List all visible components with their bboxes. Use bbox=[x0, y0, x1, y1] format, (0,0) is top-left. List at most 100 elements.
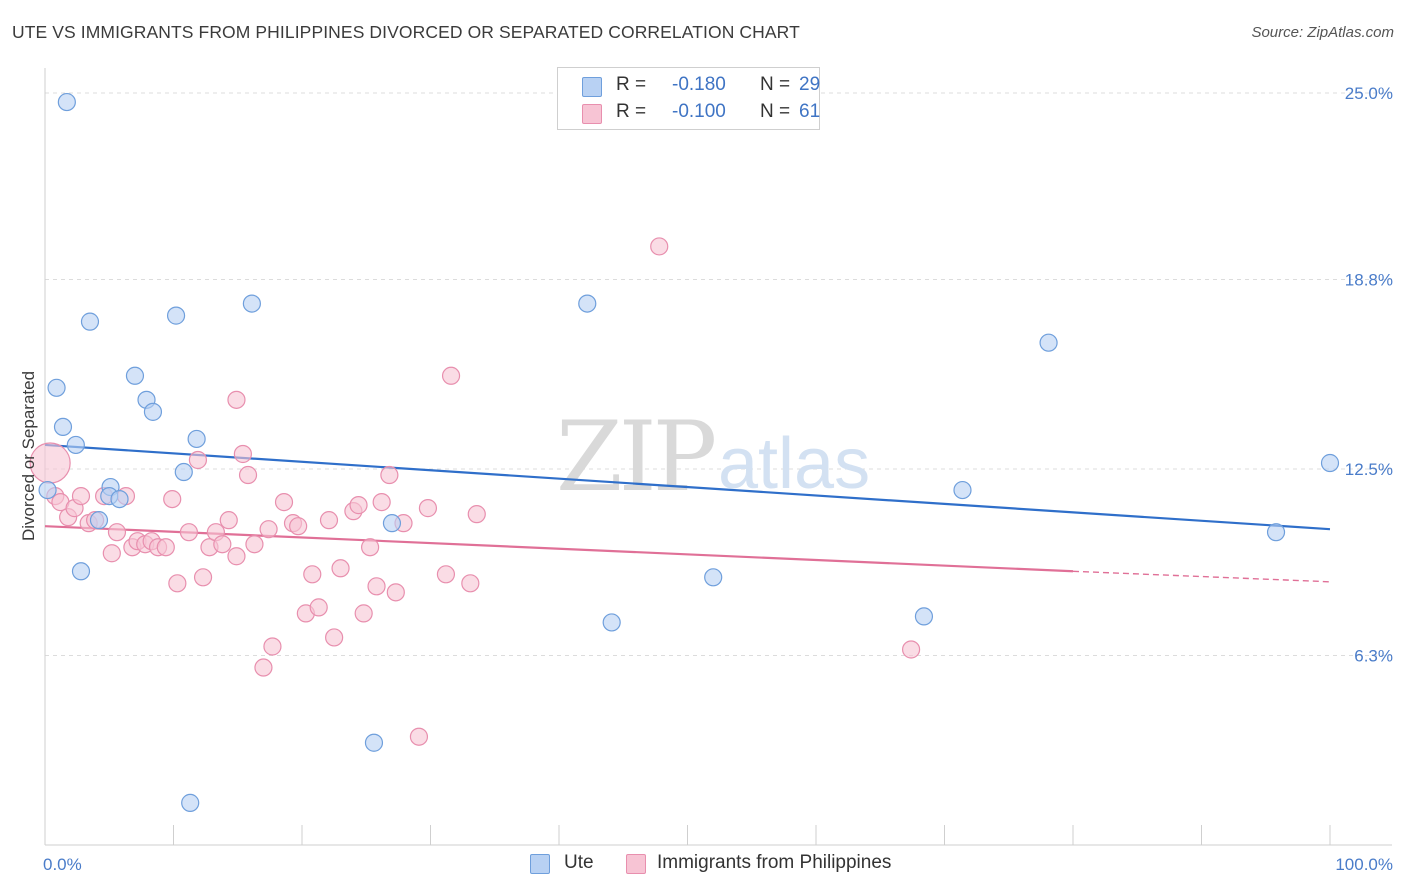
ute-point bbox=[80, 312, 100, 331]
philippines-point bbox=[289, 517, 308, 536]
philippines-point bbox=[71, 486, 91, 506]
legend-label-philippines: Immigrants from Philippines bbox=[657, 852, 892, 873]
y-tick-label: 6.3% bbox=[1354, 647, 1393, 666]
ute-point bbox=[1039, 333, 1058, 352]
ute-point bbox=[704, 568, 723, 587]
data-points bbox=[29, 92, 1340, 812]
ute-point bbox=[110, 489, 129, 509]
ute-point bbox=[66, 435, 85, 455]
philippines-point bbox=[263, 637, 282, 656]
ute-point bbox=[602, 613, 621, 632]
philippines-point bbox=[349, 496, 368, 515]
philippines-point bbox=[901, 640, 921, 659]
n-label: N = bbox=[760, 101, 791, 122]
philippines-point bbox=[156, 538, 175, 557]
ute-point bbox=[53, 417, 73, 437]
ute-point bbox=[187, 429, 206, 449]
philippines-point bbox=[309, 598, 328, 617]
philippines-point bbox=[238, 465, 258, 485]
philippines-point bbox=[436, 565, 456, 584]
ute-point bbox=[57, 92, 76, 112]
philippines-point bbox=[331, 559, 350, 578]
y-tick-label: 25.0% bbox=[1345, 84, 1393, 103]
philippines-point bbox=[233, 444, 252, 464]
ute-point bbox=[382, 514, 402, 533]
philippines-point bbox=[386, 583, 405, 602]
philippines-point bbox=[259, 520, 278, 539]
n-label: N = bbox=[760, 74, 791, 95]
philippines-point bbox=[107, 523, 127, 542]
philippines-point bbox=[361, 538, 380, 557]
philippines-swatch bbox=[626, 854, 646, 874]
philippines-point bbox=[227, 547, 246, 566]
philippines-point bbox=[274, 493, 294, 512]
n-value: 29 bbox=[799, 74, 821, 95]
ute-point bbox=[1320, 453, 1340, 473]
ute-point bbox=[242, 294, 261, 313]
ute-point bbox=[166, 306, 186, 325]
x-tick-label: 100.0% bbox=[1335, 855, 1393, 874]
ute-point bbox=[125, 366, 145, 385]
philippines-point bbox=[467, 505, 486, 524]
r-label: R = bbox=[616, 74, 647, 95]
philippines-point bbox=[325, 628, 344, 647]
ute-point bbox=[953, 480, 972, 500]
philippines-point bbox=[367, 577, 386, 596]
legend-label-ute: Ute bbox=[564, 852, 594, 873]
y-tick-label: 18.8% bbox=[1345, 271, 1393, 290]
watermark-atlas: atlas bbox=[718, 424, 870, 504]
chart-title: UTE VS IMMIGRANTS FROM PHILIPPINES DIVOR… bbox=[12, 22, 800, 42]
source-credit: Source: ZipAtlas.com bbox=[1251, 24, 1394, 41]
philippines-point bbox=[372, 493, 391, 512]
philippines-point bbox=[319, 511, 339, 530]
philippines-point bbox=[188, 450, 208, 470]
y-tick-labels: 6.3% 12.5% 18.8% 25.0% bbox=[1345, 84, 1393, 665]
philippines-trend-extension bbox=[1072, 570, 1331, 583]
philippines-point bbox=[227, 390, 246, 409]
philippines-point bbox=[354, 604, 373, 623]
ute-trend-line bbox=[44, 443, 1331, 531]
philippines-point bbox=[102, 544, 121, 563]
ute-point bbox=[181, 793, 200, 812]
philippines-point bbox=[213, 535, 232, 554]
philippines-point bbox=[179, 523, 199, 542]
ute-swatch bbox=[530, 854, 550, 874]
ute-point bbox=[47, 378, 66, 397]
n-value: 61 bbox=[799, 101, 821, 122]
philippines-point bbox=[163, 489, 182, 509]
y-axis-label: Divorced or Separated bbox=[19, 371, 38, 541]
philippines-point bbox=[650, 237, 669, 256]
philippines-point bbox=[461, 574, 480, 593]
philippines-point bbox=[303, 565, 322, 584]
philippines-point bbox=[418, 499, 438, 518]
philippines-swatch bbox=[582, 104, 602, 124]
ute-point bbox=[914, 607, 934, 626]
x-tick-labels: 0.0% 100.0% bbox=[43, 855, 1393, 874]
ute-point bbox=[1266, 523, 1286, 542]
philippines-point bbox=[193, 568, 213, 587]
ute-point bbox=[578, 294, 597, 313]
r-value: -0.180 bbox=[672, 74, 726, 95]
ute-point bbox=[143, 402, 163, 421]
x-tick-label: 0.0% bbox=[43, 855, 82, 874]
ute-point bbox=[174, 462, 193, 482]
r-value: -0.100 bbox=[672, 101, 726, 122]
ute-swatch bbox=[582, 77, 602, 97]
philippines-point bbox=[245, 535, 264, 554]
watermark-zip: ZIP bbox=[556, 401, 715, 513]
philippines-point bbox=[168, 574, 187, 593]
ute-point bbox=[38, 480, 57, 500]
correlation-legend: R = -0.180 N = 29 R = -0.100 N = 61 bbox=[557, 67, 820, 130]
philippines-point bbox=[380, 465, 399, 485]
philippines-point bbox=[409, 727, 429, 746]
ute-point bbox=[364, 733, 384, 752]
grid-lines bbox=[45, 92, 1392, 657]
r-label: R = bbox=[616, 101, 647, 122]
y-tick-label: 12.5% bbox=[1345, 460, 1393, 479]
philippines-point bbox=[254, 658, 273, 677]
philippines-point bbox=[219, 511, 238, 530]
philippines-trend-line bbox=[44, 525, 1074, 573]
ute-point bbox=[71, 562, 91, 581]
ute-point bbox=[89, 511, 109, 530]
